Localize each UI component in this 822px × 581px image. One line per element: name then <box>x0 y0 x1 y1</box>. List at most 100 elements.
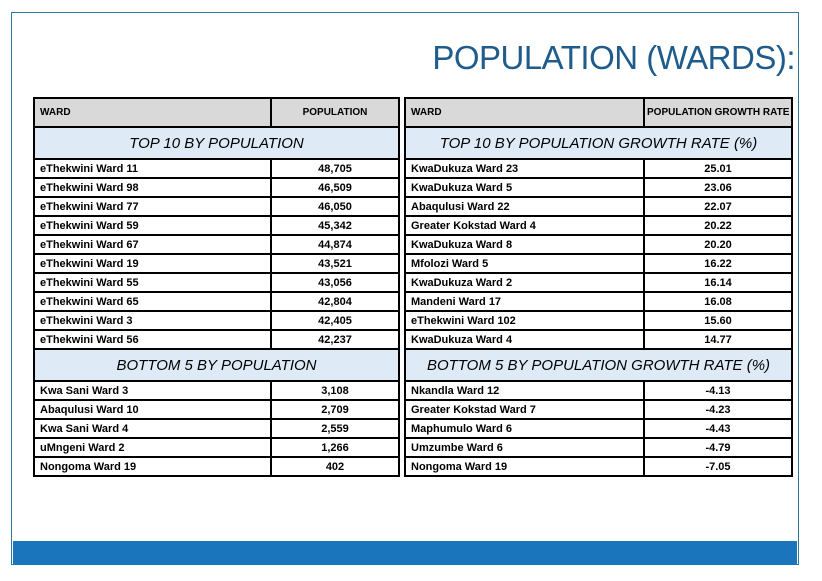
value-cell: 15.60 <box>643 310 793 331</box>
table-row: Umzumbe Ward 6 -4.79 <box>404 437 793 458</box>
value-cell: 42,405 <box>270 310 400 331</box>
ward-name-cell: Nongoma Ward 19 <box>404 456 645 477</box>
value-cell: 23.06 <box>643 177 793 198</box>
value-cell: 43,521 <box>270 253 400 274</box>
table-row: eThekwini Ward 19 43,521 <box>33 253 400 274</box>
table-row: Mandeni Ward 17 16.08 <box>404 291 793 312</box>
section-title: BOTTOM 5 BY POPULATION <box>33 348 400 382</box>
table-row: eThekwini Ward 3 42,405 <box>33 310 400 331</box>
table-row: eThekwini Ward 11 48,705 <box>33 158 400 179</box>
value-cell: -4.79 <box>643 437 793 458</box>
bottom-accent-bar <box>13 541 797 565</box>
table-row: Nongoma Ward 19 -7.05 <box>404 456 793 477</box>
table-row: eThekwini Ward 56 42,237 <box>33 329 400 350</box>
value-cell: -4.23 <box>643 399 793 420</box>
ward-name-cell: Nongoma Ward 19 <box>33 456 272 477</box>
ward-name-cell: KwaDukuza Ward 5 <box>404 177 645 198</box>
table-row: KwaDukuza Ward 5 23.06 <box>404 177 793 198</box>
table-row: eThekwini Ward 65 42,804 <box>33 291 400 312</box>
table-row: eThekwini Ward 55 43,056 <box>33 272 400 293</box>
ward-name-cell: eThekwini Ward 67 <box>33 234 272 255</box>
value-column-header: POPULATION GROWTH RATE <box>643 97 793 128</box>
ward-name-cell: eThekwini Ward 59 <box>33 215 272 236</box>
section-header-row: BOTTOM 5 BY POPULATION GROWTH RATE (%) <box>404 348 793 382</box>
value-cell: 2,559 <box>270 418 400 439</box>
table-row: eThekwini Ward 59 45,342 <box>33 215 400 236</box>
section-header-row: BOTTOM 5 BY POPULATION <box>33 348 400 382</box>
ward-name-cell: eThekwini Ward 65 <box>33 291 272 312</box>
value-cell: 20.20 <box>643 234 793 255</box>
ward-name-cell: eThekwini Ward 11 <box>33 158 272 179</box>
value-cell: 44,874 <box>270 234 400 255</box>
ward-name-cell: Nkandla Ward 12 <box>404 380 645 401</box>
value-cell: 16.14 <box>643 272 793 293</box>
value-cell: 14.77 <box>643 329 793 350</box>
table-row: Maphumulo Ward 6 -4.43 <box>404 418 793 439</box>
ward-name-cell: eThekwini Ward 102 <box>404 310 645 331</box>
ward-name-cell: KwaDukuza Ward 23 <box>404 158 645 179</box>
section-header-row: TOP 10 BY POPULATION <box>33 126 400 160</box>
table-row: Mfolozi Ward 5 16.22 <box>404 253 793 274</box>
table-row: KwaDukuza Ward 4 14.77 <box>404 329 793 350</box>
column-header-row: WARD POPULATION GROWTH RATE <box>404 97 793 128</box>
value-cell: 22.07 <box>643 196 793 217</box>
ward-name-cell: uMngeni Ward 2 <box>33 437 272 458</box>
section-title: TOP 10 BY POPULATION GROWTH RATE (%) <box>404 126 793 160</box>
ward-name-cell: eThekwini Ward 55 <box>33 272 272 293</box>
ward-name-cell: Greater Kokstad Ward 4 <box>404 215 645 236</box>
table-row: Nongoma Ward 19 402 <box>33 456 400 477</box>
ward-name-cell: Abaqulusi Ward 22 <box>404 196 645 217</box>
value-cell: 42,804 <box>270 291 400 312</box>
value-cell: -7.05 <box>643 456 793 477</box>
table-row: Nkandla Ward 12 -4.13 <box>404 380 793 401</box>
ward-name-cell: Kwa Sani Ward 3 <box>33 380 272 401</box>
table-row: KwaDukuza Ward 8 20.20 <box>404 234 793 255</box>
table-row: Kwa Sani Ward 3 3,108 <box>33 380 400 401</box>
ward-name-cell: Kwa Sani Ward 4 <box>33 418 272 439</box>
table-row: Abaqulusi Ward 22 22.07 <box>404 196 793 217</box>
section-title: TOP 10 BY POPULATION <box>33 126 400 160</box>
section-title: BOTTOM 5 BY POPULATION GROWTH RATE (%) <box>404 348 793 382</box>
value-cell: 46,509 <box>270 177 400 198</box>
table-row: KwaDukuza Ward 23 25.01 <box>404 158 793 179</box>
value-cell: 42,237 <box>270 329 400 350</box>
value-cell: 16.22 <box>643 253 793 274</box>
table-row: KwaDukuza Ward 2 16.14 <box>404 272 793 293</box>
ward-name-cell: Mfolozi Ward 5 <box>404 253 645 274</box>
value-cell: 43,056 <box>270 272 400 293</box>
table-row: Greater Kokstad Ward 4 20.22 <box>404 215 793 236</box>
value-cell: 25.01 <box>643 158 793 179</box>
column-header-row: WARD POPULATION <box>33 97 400 128</box>
ward-name-cell: KwaDukuza Ward 2 <box>404 272 645 293</box>
ward-name-cell: Greater Kokstad Ward 7 <box>404 399 645 420</box>
population-table: WARD POPULATION TOP 10 BY POPULATION eThekw… <box>33 97 400 477</box>
value-cell: 1,266 <box>270 437 400 458</box>
value-cell: 46,050 <box>270 196 400 217</box>
ward-name-cell: Mandeni Ward 17 <box>404 291 645 312</box>
growth-rate-table: WARD POPULATION GROWTH RATE TOP 10 BY POPU… <box>404 97 793 477</box>
ward-name-cell: eThekwini Ward 56 <box>33 329 272 350</box>
value-cell: 16.08 <box>643 291 793 312</box>
value-cell: 20.22 <box>643 215 793 236</box>
ward-name-cell: eThekwini Ward 77 <box>33 196 272 217</box>
value-column-header: POPULATION <box>270 97 400 128</box>
table-row: Kwa Sani Ward 4 2,559 <box>33 418 400 439</box>
table-row: Abaqulusi Ward 10 2,709 <box>33 399 400 420</box>
page-title: POPULATION (WARDS): <box>432 39 795 76</box>
table-row: uMngeni Ward 2 1,266 <box>33 437 400 458</box>
value-cell: 45,342 <box>270 215 400 236</box>
value-cell: 402 <box>270 456 400 477</box>
ward-name-cell: eThekwini Ward 19 <box>33 253 272 274</box>
ward-name-cell: KwaDukuza Ward 8 <box>404 234 645 255</box>
ward-column-header: WARD <box>404 97 645 128</box>
table-row: eThekwini Ward 102 15.60 <box>404 310 793 331</box>
table-row: eThekwini Ward 77 46,050 <box>33 196 400 217</box>
ward-name-cell: eThekwini Ward 3 <box>33 310 272 331</box>
value-cell: 2,709 <box>270 399 400 420</box>
table-row: Greater Kokstad Ward 7 -4.23 <box>404 399 793 420</box>
ward-name-cell: Abaqulusi Ward 10 <box>33 399 272 420</box>
table-row: eThekwini Ward 67 44,874 <box>33 234 400 255</box>
ward-name-cell: Maphumulo Ward 6 <box>404 418 645 439</box>
ward-column-header: WARD <box>33 97 272 128</box>
ward-name-cell: Umzumbe Ward 6 <box>404 437 645 458</box>
